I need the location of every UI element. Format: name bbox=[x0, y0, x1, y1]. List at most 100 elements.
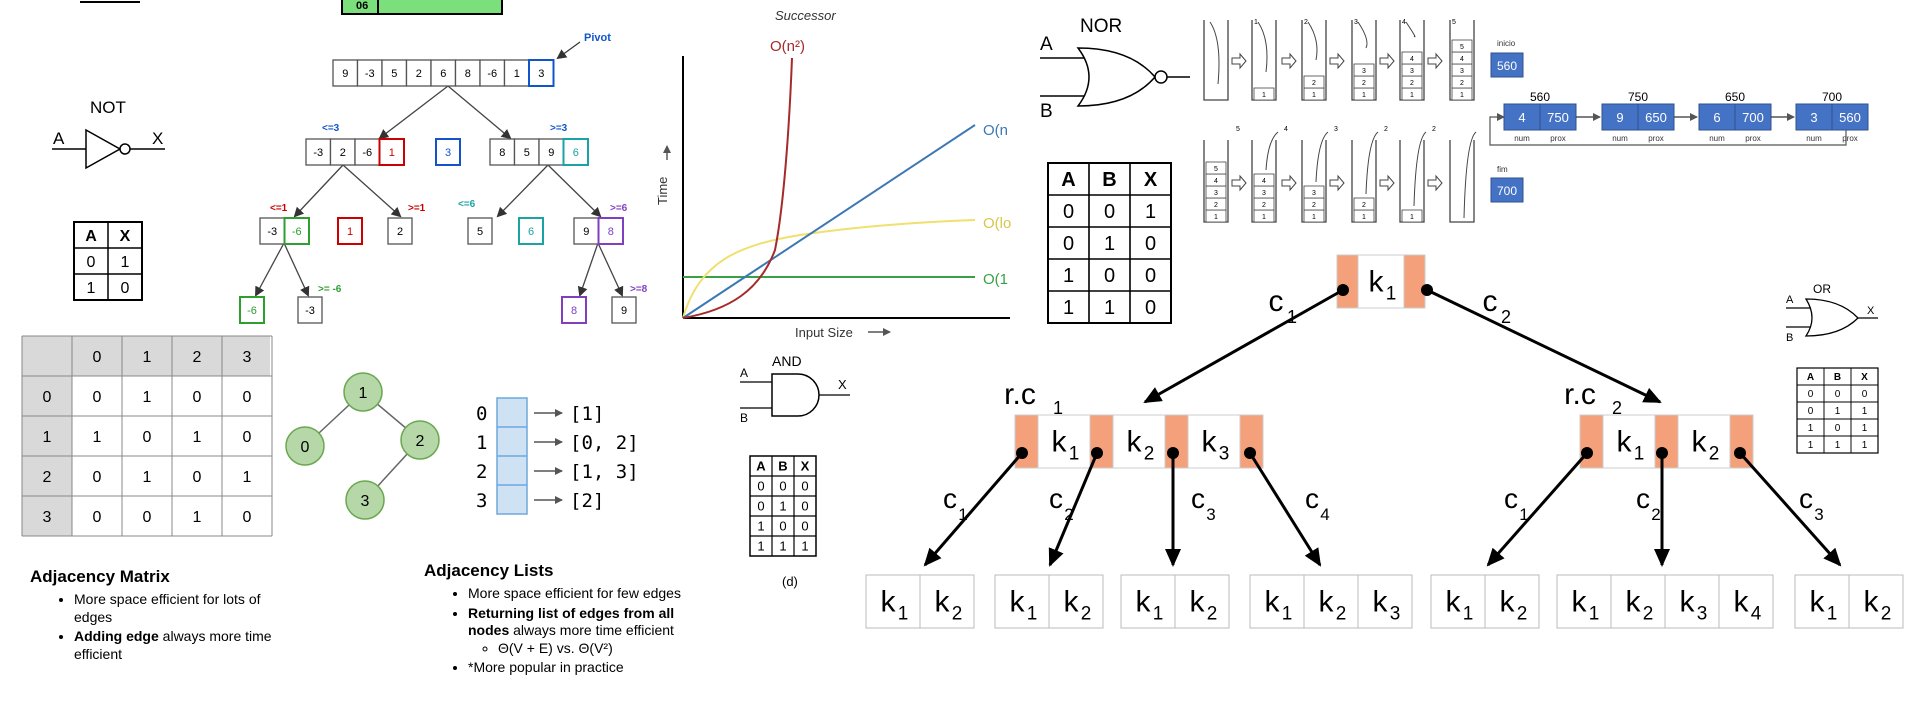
truth-table-cell: 1 bbox=[1104, 297, 1115, 319]
btree-rc-subscript: 1 bbox=[1053, 398, 1063, 418]
truth-table-cell: 1 bbox=[1145, 201, 1156, 223]
qs-top-cell bbox=[430, 59, 457, 87]
truth-table-cell: 1 bbox=[1104, 233, 1115, 255]
qs-right-cell bbox=[513, 138, 540, 166]
linked-list-nodes: 560 4 750 num prox 750 9 650 num prox 650 6 700 num pr… bbox=[1503, 90, 1869, 143]
pivot-label: Pivot bbox=[584, 32, 611, 44]
or-gate-output: X bbox=[1867, 305, 1875, 317]
nor-gate-input-a: A bbox=[1040, 34, 1053, 55]
btree-key-subscript: 2 bbox=[1643, 604, 1654, 625]
push-arrow bbox=[1307, 21, 1318, 61]
qs-rm-value: 6 bbox=[528, 226, 534, 238]
btree-rc-subscript: 2 bbox=[1612, 398, 1622, 418]
stack-item-label: 3 bbox=[1460, 68, 1464, 75]
btree-edge-label: c bbox=[1483, 285, 1498, 318]
btree-key-cell bbox=[1187, 414, 1241, 469]
list-notes-title: Adjacency Lists bbox=[424, 561, 554, 580]
qs-ll-cell bbox=[283, 217, 310, 245]
ll-node-num: 6 bbox=[1713, 110, 1720, 125]
stack-item-label: 3 bbox=[1262, 190, 1266, 197]
btree-key-letter: k bbox=[1373, 586, 1389, 619]
stack-item-label: 3 bbox=[1410, 68, 1414, 75]
nor-gate-input-b: B bbox=[1040, 101, 1053, 122]
stack-push-sequence: 1 1 2 1 2 3 1 2 3 4 1 2 3 4 5 1 2 3 4 5 bbox=[1203, 19, 1475, 101]
qs-rrr-value: 9 bbox=[621, 305, 627, 317]
matrix-row-header: 3 bbox=[43, 509, 52, 526]
btree-rc-label: r.c bbox=[1004, 378, 1036, 411]
top-box-label: 06 bbox=[356, 0, 368, 12]
adj-list-index: 1 bbox=[476, 432, 487, 454]
btree-edge-label: c bbox=[1305, 483, 1319, 514]
ll-node-prox: 560 bbox=[1839, 110, 1861, 125]
btree-key-letter: k bbox=[1202, 426, 1218, 459]
qs-left-value: -6 bbox=[362, 147, 372, 159]
and-gate-title: AND bbox=[772, 353, 802, 369]
btree-key-subscript: 1 bbox=[1153, 604, 1164, 625]
qs-label: >=6 bbox=[610, 203, 628, 214]
nor-gate-symbol bbox=[1076, 47, 1156, 107]
truth-table-cell: 0 bbox=[1145, 297, 1156, 319]
pop-count: 4 bbox=[1284, 126, 1288, 133]
adj-list-index: 3 bbox=[476, 490, 487, 512]
step-arrow bbox=[1427, 174, 1443, 192]
nor-gate: NOR A B bbox=[1040, 16, 1190, 122]
inicio-value: 560 bbox=[1497, 59, 1517, 73]
matrix-cell: 0 bbox=[143, 429, 152, 446]
qs-label: <=6 bbox=[458, 199, 476, 210]
btree-edge-subscript: 1 bbox=[958, 505, 967, 524]
not-table-cell: 0 bbox=[121, 280, 130, 297]
btree-key-cell bbox=[1677, 414, 1731, 469]
qs-left-value: -3 bbox=[313, 147, 323, 159]
truth-table-frame bbox=[749, 455, 817, 557]
qs-top-value: 1 bbox=[514, 68, 520, 80]
not-table-cell: 1 bbox=[87, 280, 96, 297]
btree-key-subscript: 2 bbox=[1144, 444, 1155, 465]
btree-key-subscript: 2 bbox=[952, 604, 963, 625]
graph-node-label: 0 bbox=[301, 439, 310, 456]
adjacency-list: 0 1 2 3 [1] [0, 2] [1, 3] [2] bbox=[476, 397, 639, 515]
btree-key-subscript: 1 bbox=[1386, 284, 1397, 305]
push-count: 4 bbox=[1402, 19, 1406, 26]
stack-item-label: 1 bbox=[1214, 214, 1218, 221]
stack-item bbox=[1353, 63, 1375, 77]
stack-item bbox=[1353, 197, 1375, 211]
ll-num-label: num bbox=[1514, 134, 1530, 143]
push-count: 1 bbox=[1254, 19, 1258, 26]
stack-item-label: 4 bbox=[1410, 56, 1414, 63]
or-gate-title: OR bbox=[1813, 282, 1831, 296]
graph-node-label: 2 bbox=[416, 433, 425, 450]
qs-left-cell bbox=[329, 138, 356, 166]
btree-key-letter: k bbox=[1136, 586, 1152, 619]
btree-edge-subscript: 3 bbox=[1814, 505, 1823, 524]
stack-item-label: 3 bbox=[1362, 68, 1366, 75]
ll-node-num-cell bbox=[1698, 103, 1736, 131]
matrix-cell: 0 bbox=[193, 389, 202, 406]
btree-leaf-cell bbox=[1303, 574, 1359, 629]
btree-leaf-cell bbox=[1048, 574, 1104, 629]
btree-key-letter: k bbox=[1319, 586, 1335, 619]
matrix-cell: 0 bbox=[243, 429, 252, 446]
matrix-notes-title: Adjacency Matrix bbox=[30, 567, 170, 586]
btree-edge-label: c bbox=[943, 483, 957, 514]
matrix-col-header: 0 bbox=[93, 349, 102, 366]
step-arrow bbox=[1329, 52, 1345, 70]
btree-edge-subscript: 1 bbox=[1287, 307, 1297, 327]
stack-item bbox=[1253, 87, 1275, 101]
pop-count: 2 bbox=[1384, 126, 1388, 133]
adj-list-value: [0, 2] bbox=[570, 432, 639, 454]
qs-rr-value: 8 bbox=[608, 226, 614, 238]
btree-key-letter: k bbox=[1692, 426, 1708, 459]
linked-list: inicio 560 fim 700 bbox=[1489, 39, 1847, 203]
truth-table-header: B bbox=[1102, 169, 1116, 191]
matrix-cell: 0 bbox=[243, 509, 252, 526]
btree-edge-label: c bbox=[1636, 483, 1650, 514]
btree-key-letter: k bbox=[1626, 586, 1642, 619]
matrix-col-header: 2 bbox=[193, 349, 202, 366]
quicksort-tree: Pivot <=3 >=3 <=1 >=1 <=6 >=6 >= -6 >=8 … bbox=[239, 32, 648, 324]
pop-count: 2 bbox=[1432, 126, 1436, 133]
ll-num-label: num bbox=[1612, 134, 1628, 143]
qs-top-cell bbox=[454, 59, 481, 87]
ll-node-num-cell bbox=[1795, 103, 1833, 131]
ll-node-num: 4 bbox=[1518, 110, 1525, 125]
truth-table-cell: 0 bbox=[779, 478, 786, 493]
